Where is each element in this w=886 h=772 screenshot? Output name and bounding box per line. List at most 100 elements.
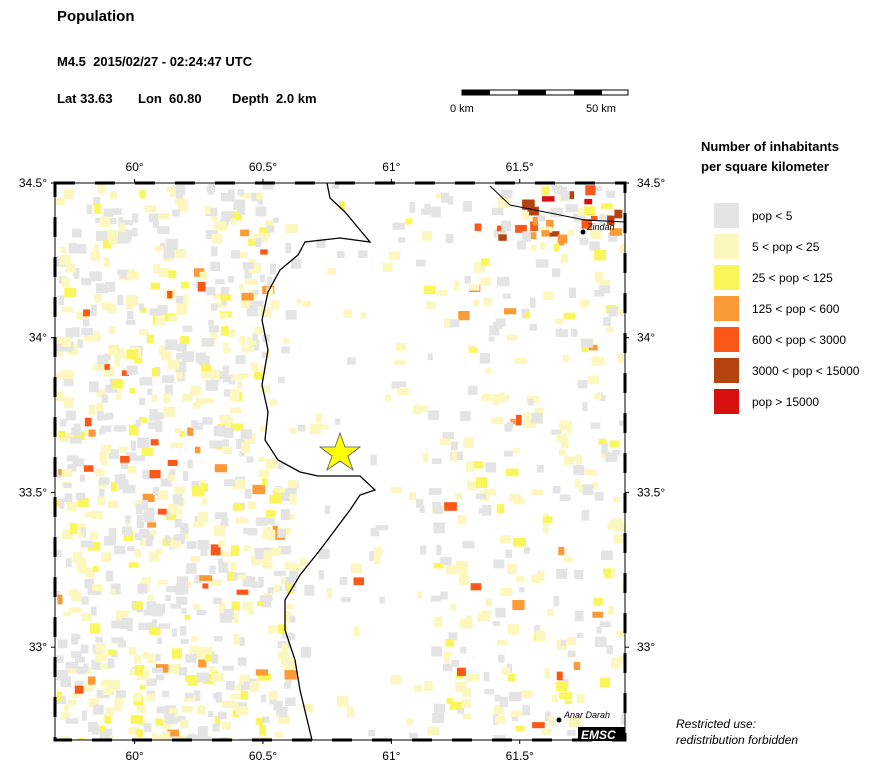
- population-cell: [237, 189, 245, 196]
- population-cell: [83, 465, 94, 472]
- population-cell: [553, 243, 559, 252]
- population-cell: [255, 549, 267, 560]
- population-cell: [210, 579, 222, 587]
- population-cell: [269, 495, 282, 504]
- population-cell: [565, 204, 578, 213]
- population-cell: [273, 701, 283, 711]
- population-cell: [213, 597, 222, 605]
- population-cell: [122, 484, 136, 494]
- population-cell: [244, 545, 251, 551]
- population-cell: [183, 695, 196, 702]
- population-cell: [63, 483, 72, 489]
- population-cell: [175, 715, 186, 723]
- population-cell: [83, 663, 89, 672]
- population-cell: [118, 479, 129, 490]
- population-cell: [229, 562, 237, 571]
- population-cell: [289, 571, 299, 580]
- population-cell: [113, 425, 127, 432]
- population-cell: [451, 441, 459, 451]
- population-cell: [584, 198, 593, 205]
- population-cell: [194, 422, 203, 430]
- population-cell: [556, 433, 568, 443]
- population-cell: [55, 669, 69, 681]
- population-cell: [55, 198, 65, 206]
- population-cell: [584, 469, 598, 476]
- population-cell: [449, 319, 460, 328]
- population-cell: [146, 678, 157, 686]
- population-cell: [58, 432, 72, 443]
- population-cell: [506, 421, 514, 429]
- population-cell: [496, 276, 510, 287]
- population-cell: [609, 228, 622, 236]
- population-cell: [554, 318, 564, 325]
- population-cell: [152, 413, 159, 420]
- population-cell: [175, 198, 186, 205]
- population-cell: [99, 216, 110, 227]
- population-cell: [259, 274, 265, 283]
- population-cell: [273, 584, 281, 593]
- population-cell: [62, 529, 73, 540]
- y-tick-label: 34.5°: [637, 176, 665, 190]
- population-cell: [197, 539, 210, 550]
- population-cell: [112, 379, 124, 389]
- population-cell: [521, 690, 533, 699]
- population-cell: [105, 281, 116, 293]
- population-cell: [552, 485, 561, 494]
- population-cell: [248, 608, 254, 615]
- population-cell: [121, 370, 130, 376]
- population-cell: [152, 667, 163, 674]
- population-cell: [445, 639, 455, 647]
- population-cell: [598, 285, 611, 294]
- population-cell: [562, 354, 569, 363]
- population-cell: [240, 690, 248, 700]
- population-cell: [162, 351, 172, 360]
- population-cell: [148, 213, 159, 223]
- population-cell: [178, 204, 188, 213]
- population-cell: [181, 393, 193, 402]
- population-cell: [516, 576, 525, 583]
- population-cell: [166, 705, 177, 711]
- population-cell: [530, 245, 537, 251]
- population-cell: [163, 406, 176, 417]
- population-cell: [489, 325, 500, 336]
- population-cell: [289, 615, 296, 623]
- population-cell: [80, 644, 89, 654]
- population-cell: [130, 715, 144, 724]
- population-cell: [160, 478, 172, 487]
- population-cell: [181, 199, 188, 207]
- population-cell: [127, 270, 139, 280]
- population-cell: [577, 379, 588, 389]
- population-cell: [233, 701, 239, 711]
- population-cell: [524, 311, 531, 319]
- population-cell: [118, 222, 125, 233]
- population-cell: [212, 293, 223, 300]
- population-cell: [509, 494, 516, 502]
- population-cell: [238, 283, 245, 291]
- population-cell: [590, 228, 598, 237]
- population-cell: [230, 407, 242, 414]
- population-cell: [125, 229, 138, 237]
- population-cell: [267, 529, 276, 541]
- population-cell: [451, 660, 459, 667]
- population-cell: [576, 454, 582, 465]
- population-cell: [186, 541, 197, 550]
- population-cell: [210, 303, 218, 311]
- population-cell: [199, 575, 213, 582]
- population-cell: [283, 682, 291, 689]
- population-cell: [244, 268, 252, 279]
- population-cell: [227, 276, 235, 283]
- population-cell: [256, 717, 264, 726]
- population-cell: [177, 736, 188, 740]
- population-cell: [382, 262, 393, 272]
- population-cell: [115, 690, 126, 699]
- notice: Restricted use:: [676, 717, 756, 731]
- population-cell: [488, 336, 495, 342]
- population-cell: [142, 651, 150, 660]
- population-cell: [440, 591, 448, 600]
- population-cell: [539, 226, 553, 233]
- population-cell: [493, 735, 506, 740]
- population-cell: [150, 529, 157, 535]
- population-cell: [160, 720, 171, 728]
- population-cell: [184, 692, 193, 699]
- population-cell: [97, 496, 106, 505]
